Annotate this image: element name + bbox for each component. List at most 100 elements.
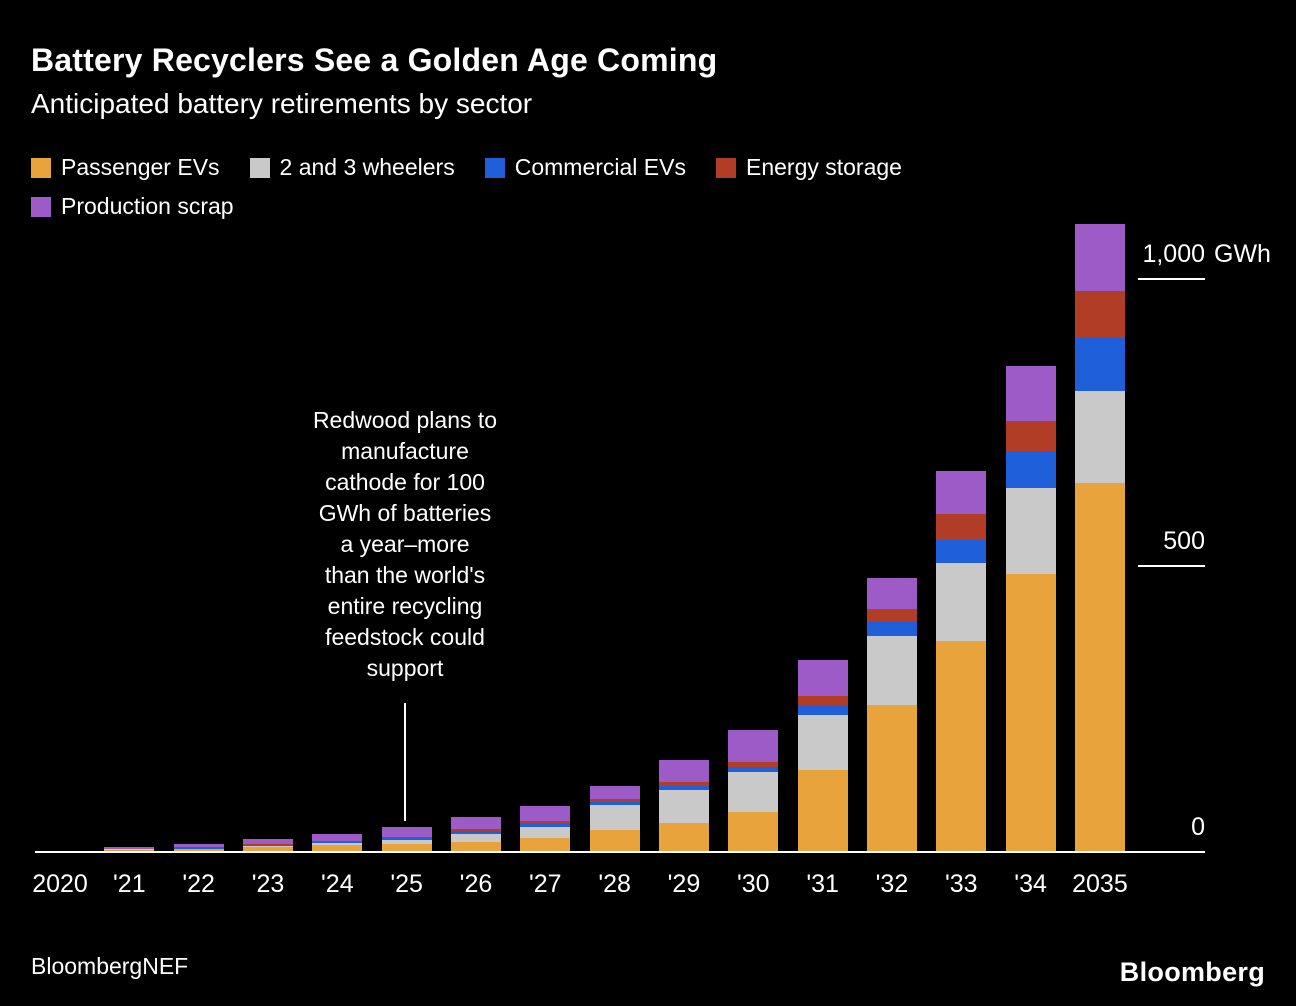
bar-segment (242, 838, 293, 845)
bar-21 (104, 222, 155, 852)
bar-segment (936, 470, 987, 514)
legend-item-2-and-3-wheelers: 2 and 3 wheelers (249, 154, 455, 181)
bar-segment (866, 635, 917, 706)
bar-segment (797, 660, 848, 697)
legend: Passenger EVs 2 and 3 wheelers Commercial … (31, 154, 1071, 220)
legend-item-passenger-evs: Passenger EVs (31, 154, 220, 181)
x-axis-label: '29 (659, 870, 709, 899)
bar-segment (797, 696, 848, 706)
x-axis-label: '34 (1006, 870, 1056, 899)
legend-swatch (484, 157, 505, 178)
bar-31 (797, 222, 848, 852)
bar-segment (728, 771, 779, 812)
legend-label: Energy storage (745, 154, 902, 180)
bar-segment (381, 838, 432, 840)
bloomberg-logo: Bloomberg (1119, 957, 1265, 987)
legend-item-energy-storage: Energy storage (715, 154, 902, 181)
legend-swatch (31, 157, 51, 178)
bar-segment (312, 845, 363, 852)
bar-segment (589, 799, 640, 803)
bar-segment (658, 786, 709, 791)
bar-segment (797, 705, 848, 716)
bar-22 (173, 222, 224, 852)
y-tick-value: 1,000 (1142, 240, 1205, 269)
bar-segment (1074, 482, 1125, 852)
x-axis-label-text: '34 (1014, 870, 1047, 898)
bar-segment (1074, 338, 1125, 391)
x-axis-label-text: '21 (113, 870, 146, 898)
bar-segment (866, 705, 917, 852)
bar-segment (866, 622, 917, 636)
bar-segment (797, 770, 848, 852)
bar-segment (658, 760, 709, 783)
bar-segment (173, 848, 224, 849)
y-tick-line (1138, 564, 1205, 567)
legend-label: Commercial EVs (514, 154, 686, 180)
bar-segment (520, 826, 571, 839)
bar-2020 (35, 222, 85, 852)
bar-segment (520, 821, 571, 824)
x-axis-labels: 2020 '21 '22 '23 '24 '25 '26 '27 '28 '29 '30 '31 '32… (32, 870, 1128, 899)
bar-segment (589, 805, 640, 831)
x-axis-label: 2035 (1072, 870, 1128, 899)
x-axis-label-text: 2035 (1072, 870, 1128, 898)
chart-title: Battery Recyclers See a Golden Age Comin… (31, 42, 718, 78)
bar-2035 (1074, 222, 1125, 852)
bar-segment (797, 715, 848, 771)
legend-label: Passenger EVs (61, 154, 220, 180)
x-axis-label: '26 (451, 870, 501, 899)
bar-segment (173, 848, 224, 850)
bar-segment (242, 844, 293, 846)
x-axis-label: '33 (936, 870, 986, 899)
bar-segment (1005, 451, 1056, 488)
bar-segment (1005, 366, 1056, 422)
x-axis-label-text: '33 (944, 870, 978, 898)
bar-segment (450, 842, 501, 852)
x-axis-label: '31 (798, 870, 848, 899)
x-axis-label-text: '30 (736, 870, 770, 898)
annotation-pointer-line (404, 703, 406, 821)
plot-area (35, 222, 1125, 852)
legend-swatch (715, 157, 736, 178)
bars-container (35, 222, 1125, 852)
y-axis: 1,000 GWh 500 0 (1138, 222, 1271, 852)
bar-segment (104, 849, 155, 850)
legend-item-production-scrap: Production scrap (31, 193, 234, 220)
y-tick-line (1138, 278, 1205, 281)
bar-24 (312, 222, 363, 852)
bar-segment (866, 577, 917, 609)
bar-segment (450, 817, 501, 830)
bar-segment (1074, 291, 1125, 339)
bar-segment (312, 834, 363, 842)
bar-segment (312, 843, 363, 846)
bar-segment (866, 608, 917, 623)
bar-segment (450, 834, 501, 843)
x-axis-label-text: '26 (459, 870, 493, 898)
bar-segment (589, 802, 640, 806)
x-axis-label: '28 (590, 870, 640, 899)
bar-segment (1074, 390, 1125, 483)
x-axis-label-text: '29 (667, 870, 701, 898)
bar-segment (381, 843, 432, 852)
bar-segment (658, 790, 709, 824)
bar-segment (312, 841, 363, 843)
y-axis-unit: GWh (1214, 240, 1271, 269)
bar-segment (242, 846, 293, 852)
legend-label: 2 and 3 wheelers (279, 154, 455, 180)
legend-item-commercial-evs: Commercial EVs (484, 154, 686, 181)
bar-25 (381, 222, 432, 852)
bar-segment (936, 641, 987, 852)
bar-27 (520, 222, 571, 852)
bar-segment (381, 839, 432, 844)
x-axis-label-text: '25 (390, 870, 423, 898)
x-axis-label: '32 (867, 870, 917, 899)
x-axis-label-text: '31 (806, 870, 839, 898)
bar-23 (242, 222, 293, 852)
bar-segment (589, 786, 640, 800)
bar-segment (173, 849, 224, 852)
x-axis-label: 2020 (32, 870, 88, 899)
x-axis-label-text: '28 (598, 870, 631, 898)
x-axis-label-text: '23 (251, 870, 285, 898)
y-tick-value: 0 (1191, 813, 1205, 841)
bar-segment (520, 806, 571, 822)
